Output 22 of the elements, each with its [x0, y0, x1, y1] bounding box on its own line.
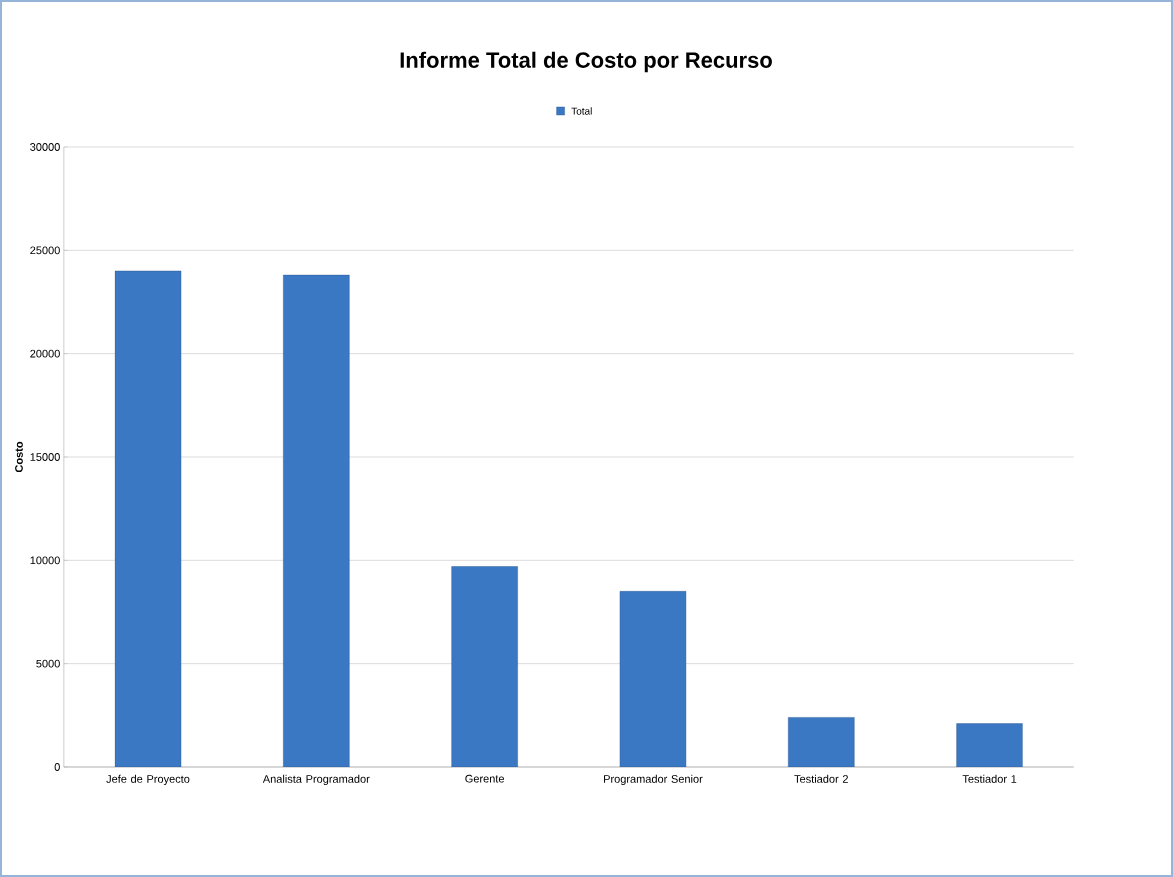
- y-tick-label: 25000: [30, 246, 60, 255]
- bar: [788, 717, 855, 767]
- x-tick-label: Testiador 2: [794, 774, 848, 783]
- y-tick-label: 30000: [30, 143, 60, 151]
- x-tick-label: Programador Senior: [604, 774, 703, 786]
- y-axis-title: Costo: [15, 441, 23, 473]
- bar: [619, 591, 687, 767]
- y-tick-label: 10000: [30, 556, 60, 565]
- y-tick-label: 5000: [36, 659, 60, 668]
- legend-label: Total: [571, 107, 592, 115]
- bar: [283, 274, 350, 767]
- y-tick-label: 15000: [30, 453, 60, 461]
- bar: [114, 270, 182, 767]
- x-tick-label: Testiador 1: [962, 774, 1017, 783]
- x-tick-label: Gerente: [465, 774, 505, 783]
- y-tick-label: 0: [54, 763, 60, 771]
- bar: [956, 723, 1023, 767]
- bar: [451, 566, 518, 767]
- x-tick-label: Jefe de Proyecto: [106, 774, 190, 786]
- y-tick-label: 20000: [30, 349, 60, 358]
- chart-title: Informe Total de Costo por Recurso: [400, 51, 772, 73]
- x-tick-label: Analista Programador: [262, 774, 370, 786]
